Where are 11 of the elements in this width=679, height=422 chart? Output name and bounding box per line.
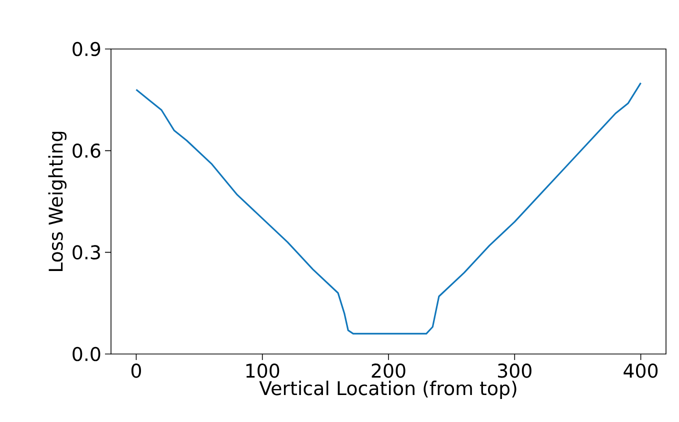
x-tick-label: 100 [246,364,280,378]
y-axis-title: Loss Weighting [48,132,67,272]
y-tick-label: 0.0 [72,346,100,362]
y-tick-label: 0.6 [72,144,100,158]
x-axis-title: Vertical Location (from top) [259,380,516,399]
y-tick-label: 0.9 [72,42,100,56]
x-tick-label: 200 [372,364,406,378]
x-tick-label: 0 [131,364,141,378]
y-tick-label: 0.3 [72,245,100,260]
x-tick-label: 300 [498,364,532,378]
x-tick-label: 400 [624,364,658,378]
